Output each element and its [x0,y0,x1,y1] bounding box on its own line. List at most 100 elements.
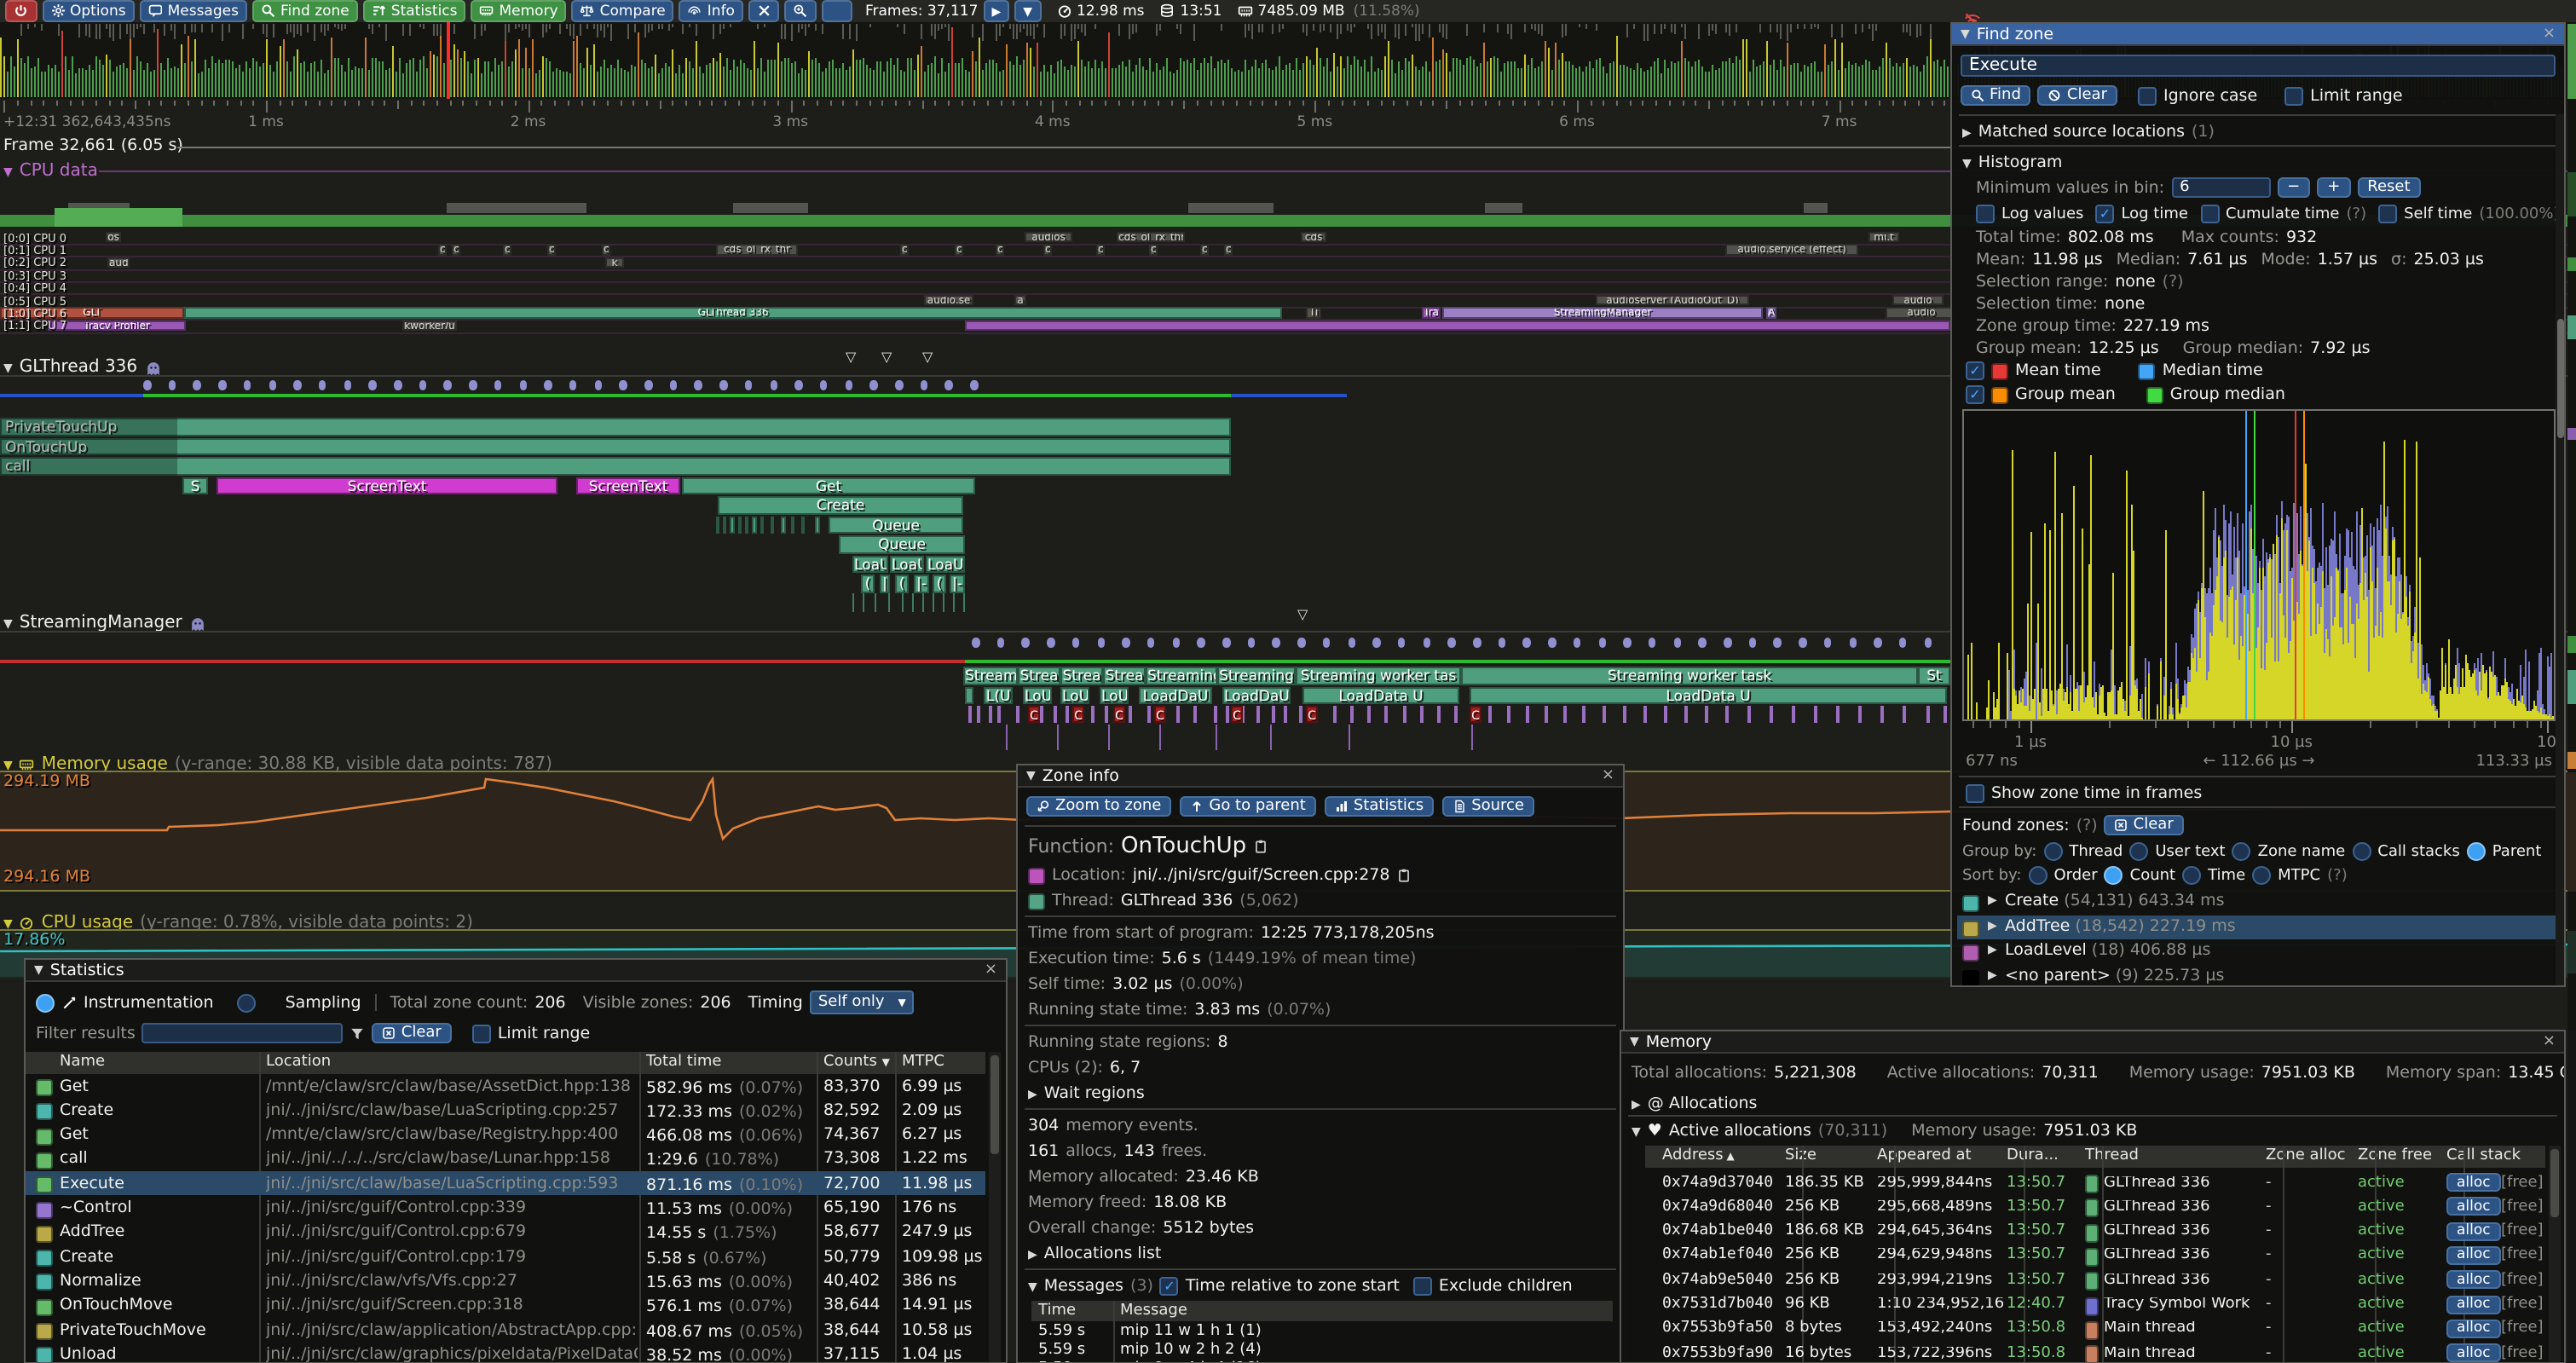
table-row[interactable]: Createjni/../jni/src/claw/base/LuaScript… [26,1099,985,1123]
radio-button[interactable] [2252,866,2271,885]
histogram-toggle[interactable]: ▼Histogram [1962,153,2062,172]
streaming-zone[interactable]: Streaming [1217,667,1296,684]
message-row[interactable]: 5.59 smip 10 w 2 h 2 (4) [1031,1342,1613,1360]
alloc-callstack-button[interactable]: alloc [2446,1295,2501,1314]
find-zone-window-titlebar[interactable]: ▼Find zone× [1952,24,2564,46]
sample-dot[interactable] [544,380,552,390]
sample-dot[interactable] [1498,638,1505,647]
sample-dot[interactable] [996,638,1004,647]
cpu-zone[interactable]: c [1043,245,1052,256]
statistics-window-titlebar[interactable]: ▼Statistics× [26,960,1006,982]
statistics-button[interactable]: Statistics [363,0,466,22]
scrollbar-thumb[interactable] [2557,319,2564,438]
checkbox[interactable]: ✓ [1966,385,1984,404]
streaming-zone[interactable]: LoU [1100,686,1129,704]
glthread-zone[interactable]: call [0,457,1231,475]
sample-dot[interactable] [1323,638,1331,647]
found-zone-row[interactable]: ▶LoadLevel (18) 406.88 µs [1957,939,2557,963]
sample-dot[interactable] [1097,638,1105,647]
scrollbar-track[interactable] [2556,114,2564,985]
allocations-toggle[interactable]: ▶@ Allocations [1632,1094,1757,1113]
scrollbar-thumb[interactable] [991,1055,999,1154]
clear-found-button[interactable]: Clear [2105,815,2184,835]
cpu-zone[interactable]: Tracy Profiler [48,321,186,332]
allocation-row[interactable]: 0x74ab9e5040256 KB293,994,219ns13:50.7GL… [1645,1268,2545,1293]
table-row[interactable]: PrivateTouchMovejni/../jni/src/claw/appl… [26,1318,985,1343]
go-to-parent-button[interactable]: Go to parent [1180,796,1316,817]
cpu-zone[interactable]: audio.se [924,295,973,306]
glthread-zone[interactable]: |- [950,575,965,592]
source-button[interactable]: Source [1442,796,1534,817]
sample-dot[interactable] [1198,638,1205,647]
cpu-zone[interactable]: kworker/u [402,321,457,332]
checkbox[interactable]: ✓ [1160,1277,1179,1296]
checkbox[interactable] [2284,86,2303,105]
sample-dot[interactable] [1247,638,1255,647]
sample-dot[interactable] [1874,638,1881,647]
allocation-row[interactable]: 0x7553b9fa9016 bytes153,722,396ns13:50.8… [1645,1342,2545,1361]
messages-table-header[interactable]: TimeMessage [1031,1301,1613,1321]
cpu-zone[interactable]: c [1149,245,1158,256]
sample-dot[interactable] [394,380,401,390]
filter-input[interactable] [142,1023,344,1043]
allocation-row[interactable]: 0x7531d7b04096 KB1:10 234,952,16112:40.7… [1645,1293,2545,1318]
sample-dot[interactable] [719,380,727,390]
cpu-zone[interactable]: c [1096,245,1105,256]
sample-dot[interactable] [1398,638,1406,647]
cpu-zone[interactable]: audio.service (effect) [1725,245,1858,256]
glthread-zone[interactable] [771,516,774,534]
cpu-zone[interactable]: c [438,245,447,256]
found-zone-row[interactable]: ▶AddTree (18,542) 227.19 ms [1957,915,2557,939]
sample-dot[interactable] [1222,638,1230,647]
cpu-zone[interactable]: audios [1025,232,1072,243]
radio-button[interactable] [2129,842,2148,861]
radio-button[interactable] [2232,842,2251,861]
sample-dot[interactable] [1423,638,1430,647]
sample-dot[interactable] [1849,638,1857,647]
sample-dot[interactable] [1623,638,1631,647]
glthread-zone[interactable]: Get [682,476,975,494]
radio-button[interactable] [238,993,257,1012]
glthread-zone[interactable]: Create [718,496,963,514]
cpu-zone[interactable]: c [955,245,963,256]
checkbox[interactable]: ✓ [1966,361,1984,380]
sample-dot[interactable] [469,380,477,390]
sample-dot[interactable] [1774,638,1782,647]
glthread-zone[interactable] [752,516,757,534]
glthread-zone[interactable]: S [182,476,208,494]
streaming-zone[interactable]: LoadData U [1302,686,1459,704]
glthread-zone[interactable] [801,516,805,534]
histogram-plot[interactable] [1962,409,2556,721]
play-button[interactable]: ▶ [983,0,1009,22]
cpu-zone[interactable]: c [452,245,460,256]
min-bin-input[interactable]: 6 [2171,177,2270,198]
table-row[interactable]: AddTreejni/../jni/src/guif/Control.cpp:6… [26,1221,985,1245]
sample-dot[interactable] [1348,638,1355,647]
alloc-callstack-button[interactable]: alloc [2446,1343,2501,1361]
cpu-zone[interactable]: cds [1301,232,1326,243]
allocation-row[interactable]: 0x74a9d68040256 KB295,668,489ns13:50.7GL… [1645,1196,2545,1221]
checkbox[interactable] [1976,205,1995,223]
sample-dot[interactable] [1072,638,1080,647]
sample-dot[interactable] [444,380,452,390]
collapse-caret-icon[interactable]: ▼ [34,963,43,977]
message-row[interactable]: 5.59 smip 11 w 1 h 1 (1) [1031,1323,1613,1342]
allocation-row[interactable]: 0x74ab1ef040256 KB294,629,948ns13:50.7GL… [1645,1245,2545,1269]
streaming-error-zone[interactable]: C [1072,706,1084,723]
radio-button[interactable] [2352,842,2371,861]
cpu-zone[interactable]: cds_ol_rx_thr [716,245,798,256]
memory-button[interactable]: Memory [471,0,567,22]
checkbox[interactable] [2200,205,2219,223]
radio-button[interactable] [2043,842,2062,861]
sample-dot[interactable] [845,380,852,390]
cpu-zone[interactable]: Trac [1422,308,1441,319]
sample-dot[interactable] [745,380,753,390]
clear-filter-button[interactable]: Clear [373,1023,452,1043]
streaming-zone[interactable]: Strea [1060,667,1103,684]
sample-dot[interactable] [519,380,527,390]
cpu-zone[interactable]: aud [107,257,130,269]
glthread-zone[interactable] [791,516,794,534]
sample-dot[interactable] [820,380,828,390]
power-button[interactable] [5,0,37,22]
radio-button[interactable] [36,993,55,1012]
